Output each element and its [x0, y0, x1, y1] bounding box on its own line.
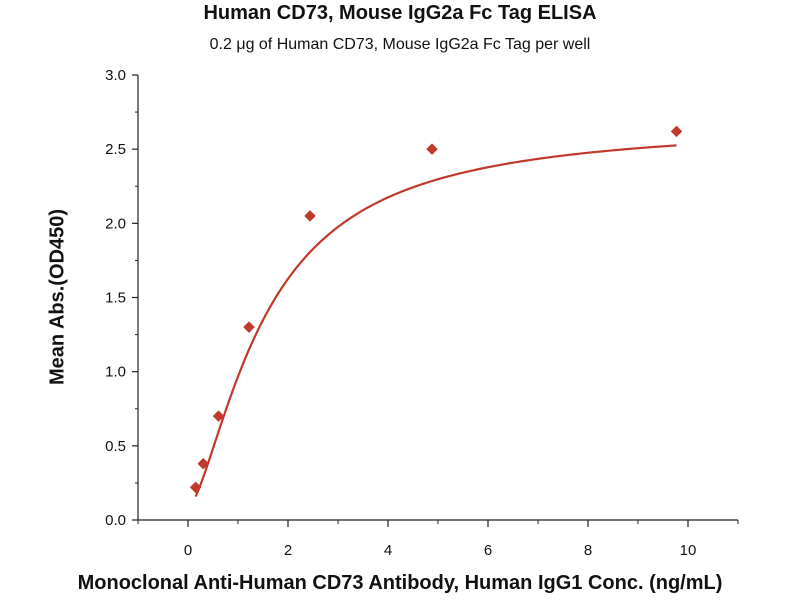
data-point [212, 410, 225, 423]
data-point [243, 321, 255, 334]
x-tick-label: 10 [680, 542, 697, 559]
y-axis-label: Mean Abs.(OD450) [46, 209, 69, 385]
fit-curve-layer [194, 144, 677, 497]
y-tick-label: 2.5 [105, 141, 126, 158]
x-axis-label: Monoclonal Anti-Human CD73 Antibody, Hum… [77, 572, 723, 594]
data-point [197, 457, 210, 470]
y-tick-label: 0.0 [105, 512, 126, 529]
fit-curve [194, 144, 677, 497]
data-point [670, 125, 683, 138]
x-tick-label: 2 [284, 542, 292, 559]
x-tick-label: 8 [584, 542, 592, 559]
data-point [304, 210, 316, 222]
data-point [189, 481, 202, 494]
y-tick-label: 3.0 [105, 67, 126, 84]
chart-subtitle: 0.2 μg of Human CD73, Mouse IgG2a Fc Tag… [209, 36, 591, 53]
y-tick-label: 2.0 [105, 215, 126, 232]
data-point [426, 143, 438, 156]
y-tick-label: 1.0 [105, 364, 126, 381]
x-tick-label: 6 [484, 542, 492, 559]
data-points-layer [189, 125, 683, 494]
y-tick-label: 0.5 [105, 438, 126, 455]
axes: 0.0 0.5 1.0 1.5 2.0 2.5 3.0 0 2 4 6 8 10 [105, 67, 739, 559]
x-tick-label: 4 [384, 542, 392, 559]
y-tick-label: 1.5 [105, 290, 126, 307]
chart-title: Human CD73, Mouse IgG2a Fc Tag ELISA [203, 2, 597, 24]
x-tick-label: 0 [184, 542, 192, 559]
